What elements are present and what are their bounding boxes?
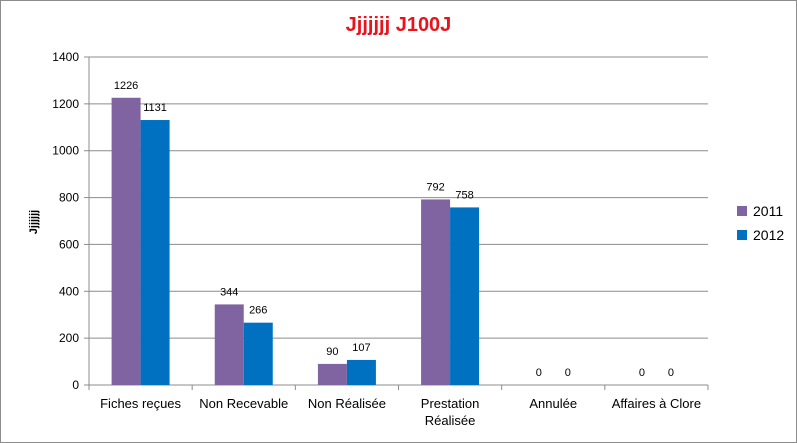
bar-2012-3: [450, 207, 480, 385]
chart-title: Jjjjjjj J100J: [345, 14, 452, 36]
legend-swatch-2011: [737, 206, 747, 216]
bar-2011-3: [421, 199, 451, 385]
y-tick-label: 1400: [52, 50, 79, 64]
x-tick-label: Fiches reçues: [100, 396, 181, 411]
bar-2011-1: [214, 304, 244, 385]
data-label: 1131: [143, 102, 167, 114]
x-tick-label: Réalisée: [425, 413, 476, 428]
data-label: 107: [352, 342, 370, 354]
bar-2012-1: [243, 322, 273, 385]
y-tick-label: 200: [59, 331, 79, 345]
x-tick-label: Annulée: [529, 396, 577, 411]
data-label: 266: [249, 305, 267, 317]
y-tick-label: 800: [59, 191, 79, 205]
data-label: 0: [668, 367, 674, 379]
bar-2011-2: [317, 363, 347, 385]
x-tick-label: Affaires à Clore: [612, 396, 701, 411]
y-tick-label: 1200: [52, 97, 79, 111]
bar-2012-0: [140, 120, 170, 385]
legend-item-2012: 2012: [737, 223, 784, 247]
data-label: 1226: [114, 80, 138, 92]
data-label: 792: [426, 181, 444, 193]
bar-2012-2: [346, 359, 376, 385]
y-tick-label: 400: [59, 284, 79, 298]
x-tick-label: Non Réalisée: [308, 396, 386, 411]
x-tick-label: Prestation: [421, 396, 480, 411]
legend-item-2011: 2011: [737, 199, 784, 223]
legend-swatch-2012: [737, 230, 747, 240]
data-label: 90: [326, 346, 338, 358]
data-label: 0: [639, 367, 645, 379]
bar-2011-0: [111, 97, 141, 385]
x-tick-label: Non Recevable: [199, 396, 288, 411]
data-label: 344: [220, 286, 238, 298]
y-tick-label: 0: [72, 378, 79, 392]
y-tick-label: 600: [59, 237, 79, 251]
data-label: 0: [536, 367, 542, 379]
legend-label-2012: 2012: [753, 227, 785, 243]
y-tick-label: 1000: [52, 144, 79, 158]
legend: 2011 2012: [737, 199, 784, 247]
data-label: 758: [455, 189, 473, 201]
data-label: 0: [565, 367, 571, 379]
legend-label-2011: 2011: [753, 203, 784, 219]
